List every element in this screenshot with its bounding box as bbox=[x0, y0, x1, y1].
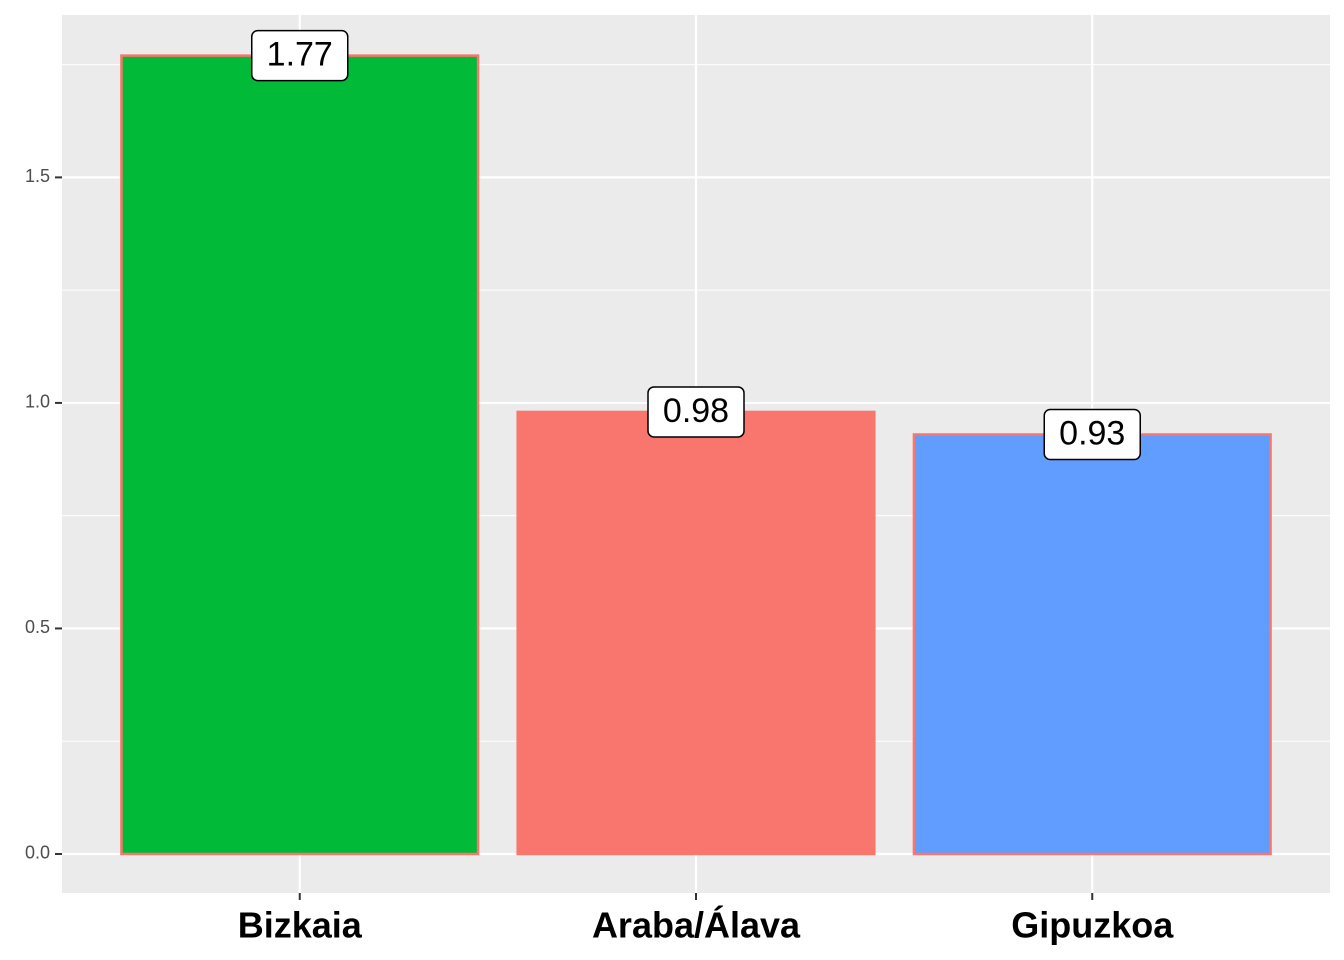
value-label: 0.98 bbox=[663, 392, 729, 430]
y-tick-label: 1.0 bbox=[25, 392, 50, 412]
bar bbox=[516, 410, 876, 856]
y-tick-label: 1.5 bbox=[25, 166, 50, 186]
value-label-box bbox=[1043, 408, 1141, 461]
y-tick-label: 0.0 bbox=[25, 843, 50, 863]
x-tick-label: Gipuzkoa bbox=[1011, 905, 1174, 946]
value-label-box bbox=[647, 386, 745, 438]
x-tick-label: Araba/Álava bbox=[592, 905, 801, 946]
bar bbox=[120, 54, 480, 856]
y-tick-label: 0.5 bbox=[25, 617, 50, 637]
value-label: 1.77 bbox=[267, 36, 333, 74]
value-label: 0.93 bbox=[1059, 414, 1125, 452]
x-tick-label: Bizkaia bbox=[238, 905, 363, 946]
bar bbox=[912, 433, 1272, 856]
value-label-box bbox=[251, 29, 349, 82]
